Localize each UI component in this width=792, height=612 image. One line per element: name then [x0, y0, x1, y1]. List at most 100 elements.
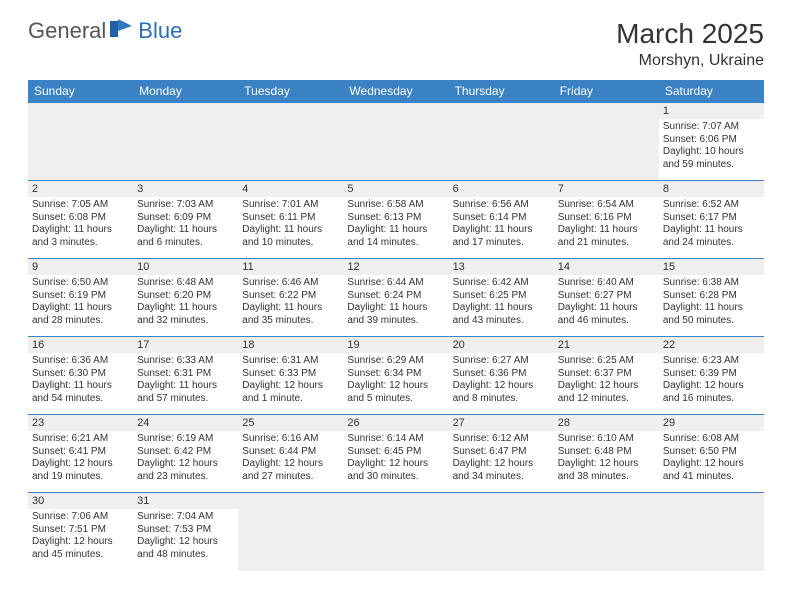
day-info: Sunrise: 7:07 AMSunset: 6:06 PMDaylight:… — [663, 121, 760, 171]
day-number: 31 — [133, 493, 238, 509]
sunrise-text: Sunrise: 6:50 AM — [32, 277, 129, 290]
calendar-table: Sunday Monday Tuesday Wednesday Thursday… — [28, 80, 764, 571]
sunset-text: Sunset: 6:34 PM — [347, 368, 444, 381]
sunset-text: Sunset: 6:39 PM — [663, 368, 760, 381]
daylight-text: Daylight: 11 hours and 17 minutes. — [453, 224, 550, 249]
daylight-text: Daylight: 11 hours and 39 minutes. — [347, 302, 444, 327]
sunset-text: Sunset: 6:41 PM — [32, 446, 129, 459]
day-info: Sunrise: 6:33 AMSunset: 6:31 PMDaylight:… — [137, 355, 234, 405]
daylight-text: Daylight: 11 hours and 28 minutes. — [32, 302, 129, 327]
day-cell: 26 Sunrise: 6:14 AMSunset: 6:45 PMDayligh… — [343, 415, 448, 493]
sunset-text: Sunset: 6:08 PM — [32, 212, 129, 225]
day-cell: 30Sunrise: 7:06 AMSunset: 7:51 PMDayligh… — [28, 493, 133, 571]
day-cell — [28, 103, 133, 181]
daylight-text: Daylight: 12 hours and 5 minutes. — [347, 380, 444, 405]
day-number: 27 — [449, 415, 554, 431]
day-info: Sunrise: 6:52 AMSunset: 6:17 PMDaylight:… — [663, 199, 760, 249]
sunset-text: Sunset: 6:09 PM — [137, 212, 234, 225]
day-cell: 27 Sunrise: 6:12 AMSunset: 6:47 PMDayligh… — [449, 415, 554, 493]
day-cell: 20Sunrise: 6:27 AMSunset: 6:36 PMDayligh… — [449, 337, 554, 415]
daylight-text: Daylight: 12 hours and 27 minutes. — [242, 458, 339, 483]
day-info: Sunrise: 6:42 AMSunset: 6:25 PMDaylight:… — [453, 277, 550, 327]
day-info: Sunrise: 6:48 AMSunset: 6:20 PMDaylight:… — [137, 277, 234, 327]
sunrise-text: Sunrise: 6:33 AM — [137, 355, 234, 368]
daylight-text: Daylight: 11 hours and 32 minutes. — [137, 302, 234, 327]
weekday-header: Friday — [554, 80, 659, 103]
day-info: Sunrise: 6:29 AMSunset: 6:34 PMDaylight:… — [347, 355, 444, 405]
day-cell: 9 Sunrise: 6:50 AMSunset: 6:19 PMDaylight… — [28, 259, 133, 337]
weekday-header: Monday — [133, 80, 238, 103]
daylight-text: Daylight: 11 hours and 50 minutes. — [663, 302, 760, 327]
sunset-text: Sunset: 6:06 PM — [663, 134, 760, 147]
day-cell: 11Sunrise: 6:46 AMSunset: 6:22 PMDayligh… — [238, 259, 343, 337]
day-number: 28 — [554, 415, 659, 431]
day-number: 9 — [28, 259, 133, 275]
weekday-header: Saturday — [659, 80, 764, 103]
day-info: Sunrise: 6:50 AMSunset: 6:19 PMDaylight:… — [32, 277, 129, 327]
day-info: Sunrise: 6:14 AMSunset: 6:45 PMDaylight:… — [347, 433, 444, 483]
day-number: 26 — [343, 415, 448, 431]
week-row: 16 Sunrise: 6:36 AMSunset: 6:30 PMDayligh… — [28, 337, 764, 415]
sunset-text: Sunset: 6:33 PM — [242, 368, 339, 381]
daylight-text: Daylight: 12 hours and 12 minutes. — [558, 380, 655, 405]
day-number: 4 — [238, 181, 343, 197]
daylight-text: Daylight: 11 hours and 24 minutes. — [663, 224, 760, 249]
day-number: 16 — [28, 337, 133, 353]
day-number: 2 — [28, 181, 133, 197]
daylight-text: Daylight: 11 hours and 43 minutes. — [453, 302, 550, 327]
day-cell: 25Sunrise: 6:16 AMSunset: 6:44 PMDayligh… — [238, 415, 343, 493]
day-info: Sunrise: 6:12 AMSunset: 6:47 PMDaylight:… — [453, 433, 550, 483]
day-cell: 31 Sunrise: 7:04 AMSunset: 7:53 PMDayligh… — [133, 493, 238, 571]
logo: General Blue — [28, 18, 182, 44]
sunset-text: Sunset: 6:17 PM — [663, 212, 760, 225]
sunset-text: Sunset: 6:36 PM — [453, 368, 550, 381]
day-cell: 23Sunrise: 6:21 AMSunset: 6:41 PMDayligh… — [28, 415, 133, 493]
sunrise-text: Sunrise: 6:56 AM — [453, 199, 550, 212]
sunset-text: Sunset: 6:27 PM — [558, 290, 655, 303]
daylight-text: Daylight: 12 hours and 30 minutes. — [347, 458, 444, 483]
sunrise-text: Sunrise: 6:08 AM — [663, 433, 760, 446]
sunrise-text: Sunrise: 6:10 AM — [558, 433, 655, 446]
sunrise-text: Sunrise: 6:14 AM — [347, 433, 444, 446]
day-info: Sunrise: 6:38 AMSunset: 6:28 PMDaylight:… — [663, 277, 760, 327]
day-number: 1 — [659, 103, 764, 119]
day-number: 30 — [28, 493, 133, 509]
day-cell: 24Sunrise: 6:19 AMSunset: 6:42 PMDayligh… — [133, 415, 238, 493]
day-info: Sunrise: 6:31 AMSunset: 6:33 PMDaylight:… — [242, 355, 339, 405]
daylight-text: Daylight: 12 hours and 1 minute. — [242, 380, 339, 405]
day-info: Sunrise: 6:36 AMSunset: 6:30 PMDaylight:… — [32, 355, 129, 405]
day-cell: 16 Sunrise: 6:36 AMSunset: 6:30 PMDayligh… — [28, 337, 133, 415]
day-cell — [133, 103, 238, 181]
day-info: Sunrise: 7:04 AMSunset: 7:53 PMDaylight:… — [137, 511, 234, 561]
sunrise-text: Sunrise: 6:44 AM — [347, 277, 444, 290]
day-number: 25 — [238, 415, 343, 431]
weekday-header: Sunday — [28, 80, 133, 103]
sunrise-text: Sunrise: 6:40 AM — [558, 277, 655, 290]
sunrise-text: Sunrise: 6:42 AM — [453, 277, 550, 290]
day-cell — [238, 103, 343, 181]
day-cell: 10Sunrise: 6:48 AMSunset: 6:20 PMDayligh… — [133, 259, 238, 337]
sunset-text: Sunset: 6:48 PM — [558, 446, 655, 459]
day-number: 6 — [449, 181, 554, 197]
daylight-text: Daylight: 12 hours and 8 minutes. — [453, 380, 550, 405]
day-info: Sunrise: 6:58 AMSunset: 6:13 PMDaylight:… — [347, 199, 444, 249]
page-title: March 2025 — [616, 18, 764, 50]
day-number: 21 — [554, 337, 659, 353]
day-info: Sunrise: 6:27 AMSunset: 6:36 PMDaylight:… — [453, 355, 550, 405]
sunset-text: Sunset: 6:22 PM — [242, 290, 339, 303]
day-info: Sunrise: 6:40 AMSunset: 6:27 PMDaylight:… — [558, 277, 655, 327]
day-cell — [554, 493, 659, 571]
day-cell: 8Sunrise: 6:52 AMSunset: 6:17 PMDaylight… — [659, 181, 764, 259]
sunrise-text: Sunrise: 6:19 AM — [137, 433, 234, 446]
day-info: Sunrise: 7:05 AMSunset: 6:08 PMDaylight:… — [32, 199, 129, 249]
day-info: Sunrise: 6:19 AMSunset: 6:42 PMDaylight:… — [137, 433, 234, 483]
day-number: 22 — [659, 337, 764, 353]
week-row: 23Sunrise: 6:21 AMSunset: 6:41 PMDayligh… — [28, 415, 764, 493]
day-cell: 28Sunrise: 6:10 AMSunset: 6:48 PMDayligh… — [554, 415, 659, 493]
sunset-text: Sunset: 6:16 PM — [558, 212, 655, 225]
sunrise-text: Sunrise: 6:46 AM — [242, 277, 339, 290]
day-number: 29 — [659, 415, 764, 431]
sunrise-text: Sunrise: 6:58 AM — [347, 199, 444, 212]
day-cell — [659, 493, 764, 571]
sunset-text: Sunset: 6:50 PM — [663, 446, 760, 459]
